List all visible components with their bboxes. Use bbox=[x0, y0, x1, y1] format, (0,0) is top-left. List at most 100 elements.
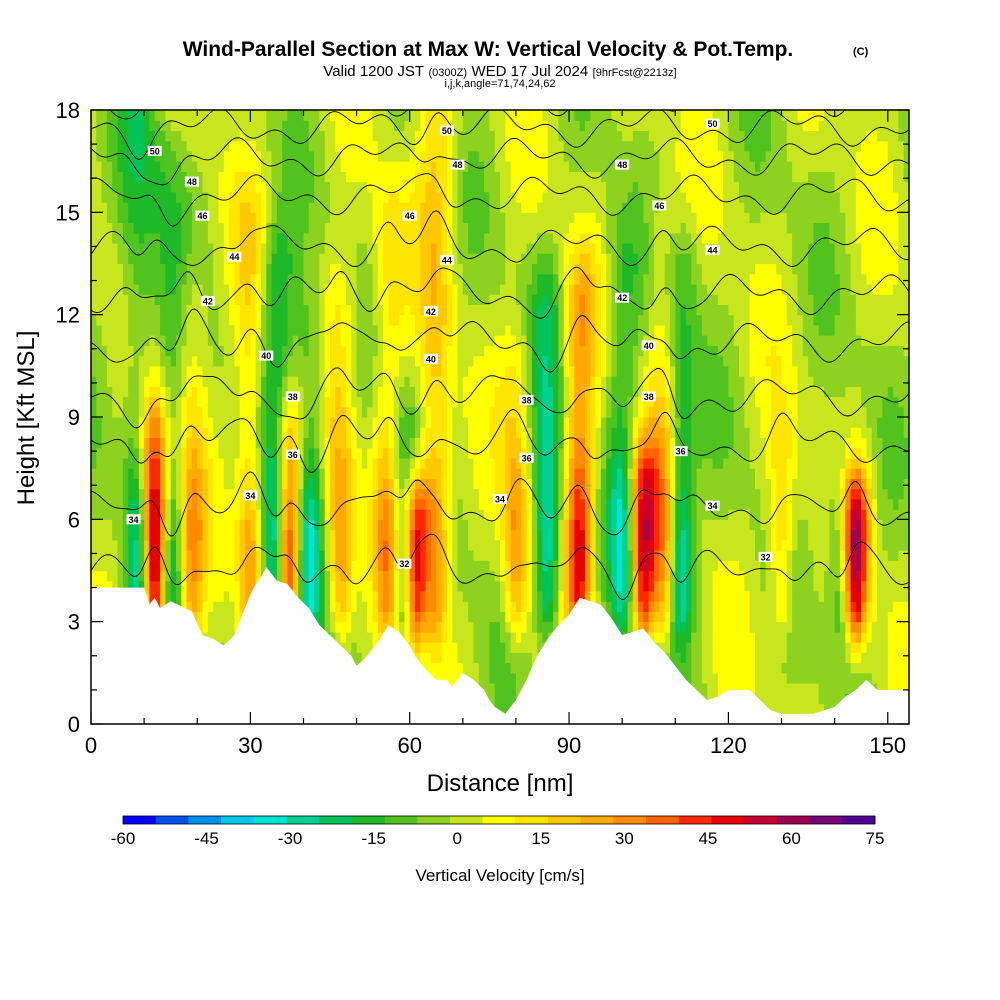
velocity-cell bbox=[420, 355, 427, 367]
velocity-cell bbox=[319, 570, 326, 582]
velocity-cell bbox=[494, 314, 501, 326]
velocity-cell bbox=[505, 591, 512, 602]
velocity-cell bbox=[441, 140, 448, 152]
velocity-cell bbox=[96, 355, 103, 367]
velocity-cell bbox=[494, 478, 501, 490]
velocity-cell bbox=[154, 212, 161, 224]
velocity-cell bbox=[314, 396, 320, 408]
velocity-cell bbox=[191, 222, 198, 234]
velocity-cell bbox=[478, 304, 485, 316]
velocity-cell bbox=[478, 335, 485, 346]
velocity-cell bbox=[478, 642, 485, 653]
velocity-cell bbox=[409, 560, 416, 572]
velocity-cell bbox=[478, 417, 485, 428]
velocity-cell bbox=[526, 591, 533, 602]
velocity-cell bbox=[510, 273, 517, 285]
velocity-cell bbox=[287, 509, 294, 520]
velocity-cell bbox=[500, 529, 506, 541]
velocity-cell bbox=[346, 488, 352, 500]
velocity-cell bbox=[521, 591, 528, 602]
velocity-cell bbox=[202, 468, 209, 479]
velocity-cell bbox=[271, 457, 278, 469]
velocity-cell bbox=[186, 601, 193, 612]
velocity-cell bbox=[138, 202, 145, 213]
velocity-cell bbox=[356, 140, 363, 152]
velocity-cell bbox=[521, 550, 528, 561]
velocity-cell bbox=[207, 580, 214, 592]
velocity-cell bbox=[404, 488, 411, 500]
velocity-cell bbox=[346, 560, 352, 572]
velocity-cell bbox=[436, 591, 443, 602]
velocity-cell bbox=[473, 631, 480, 643]
velocity-cell bbox=[330, 355, 336, 367]
velocity-cell bbox=[234, 355, 241, 367]
velocity-cell bbox=[282, 447, 289, 459]
velocity-cell bbox=[287, 324, 294, 336]
velocity-cell bbox=[324, 150, 331, 162]
velocity-cell bbox=[319, 304, 326, 316]
velocity-cell bbox=[112, 406, 119, 418]
velocity-cell bbox=[452, 447, 459, 459]
velocity-cell bbox=[356, 621, 363, 633]
velocity-cell bbox=[500, 498, 506, 510]
velocity-cell bbox=[245, 263, 251, 275]
velocity-cell bbox=[330, 376, 336, 387]
velocity-cell bbox=[420, 324, 427, 336]
velocity-cell bbox=[245, 130, 251, 142]
velocity-cell bbox=[144, 212, 150, 224]
velocity-cell bbox=[346, 150, 352, 162]
velocity-cell bbox=[346, 509, 352, 520]
velocity-cell bbox=[197, 478, 204, 490]
velocity-cell bbox=[420, 202, 427, 213]
velocity-cell bbox=[319, 273, 326, 285]
velocity-cell bbox=[122, 488, 129, 500]
velocity-cell bbox=[229, 447, 235, 459]
velocity-cell bbox=[393, 580, 400, 592]
velocity-cell bbox=[452, 509, 459, 520]
velocity-cell bbox=[160, 181, 166, 193]
velocity-cell bbox=[399, 427, 405, 438]
velocity-cell bbox=[399, 314, 405, 326]
velocity-cell bbox=[388, 355, 395, 367]
velocity-cell bbox=[117, 324, 124, 336]
velocity-cell bbox=[526, 539, 533, 551]
velocity-cell bbox=[484, 355, 490, 367]
velocity-cell bbox=[282, 191, 289, 203]
velocity-cell bbox=[91, 386, 97, 398]
velocity-cell bbox=[112, 437, 119, 449]
velocity-cell bbox=[101, 365, 108, 377]
velocity-cell bbox=[526, 140, 533, 152]
velocity-cell bbox=[144, 161, 150, 172]
velocity-cell bbox=[308, 355, 315, 367]
velocity-cell bbox=[388, 498, 395, 510]
velocity-cell bbox=[266, 468, 273, 479]
velocity-cell bbox=[351, 488, 358, 500]
velocity-cell bbox=[197, 232, 204, 244]
velocity-cell bbox=[452, 324, 459, 336]
velocity-cell bbox=[245, 550, 251, 561]
velocity-cell bbox=[144, 120, 150, 131]
velocity-cell bbox=[441, 335, 448, 346]
velocity-cell bbox=[149, 130, 156, 142]
velocity-cell bbox=[186, 498, 193, 510]
velocity-cell bbox=[128, 212, 135, 224]
velocity-cell bbox=[330, 621, 336, 633]
velocity-cell bbox=[505, 181, 512, 193]
velocity-cell bbox=[250, 406, 257, 418]
velocity-cell bbox=[207, 560, 214, 572]
velocity-cell bbox=[457, 130, 464, 142]
velocity-cell bbox=[404, 202, 411, 213]
velocity-cell bbox=[446, 355, 453, 367]
velocity-cell bbox=[96, 161, 103, 172]
velocity-cell bbox=[176, 488, 182, 500]
velocity-cell bbox=[356, 417, 363, 428]
velocity-cell bbox=[101, 140, 108, 152]
velocity-cell bbox=[468, 631, 474, 643]
velocity-cell bbox=[346, 263, 352, 275]
velocity-cell bbox=[266, 376, 273, 387]
velocity-cell bbox=[181, 386, 188, 398]
velocity-cell bbox=[245, 539, 251, 551]
velocity-cell bbox=[372, 468, 379, 479]
velocity-cell bbox=[165, 509, 172, 520]
velocity-cell bbox=[324, 191, 331, 203]
